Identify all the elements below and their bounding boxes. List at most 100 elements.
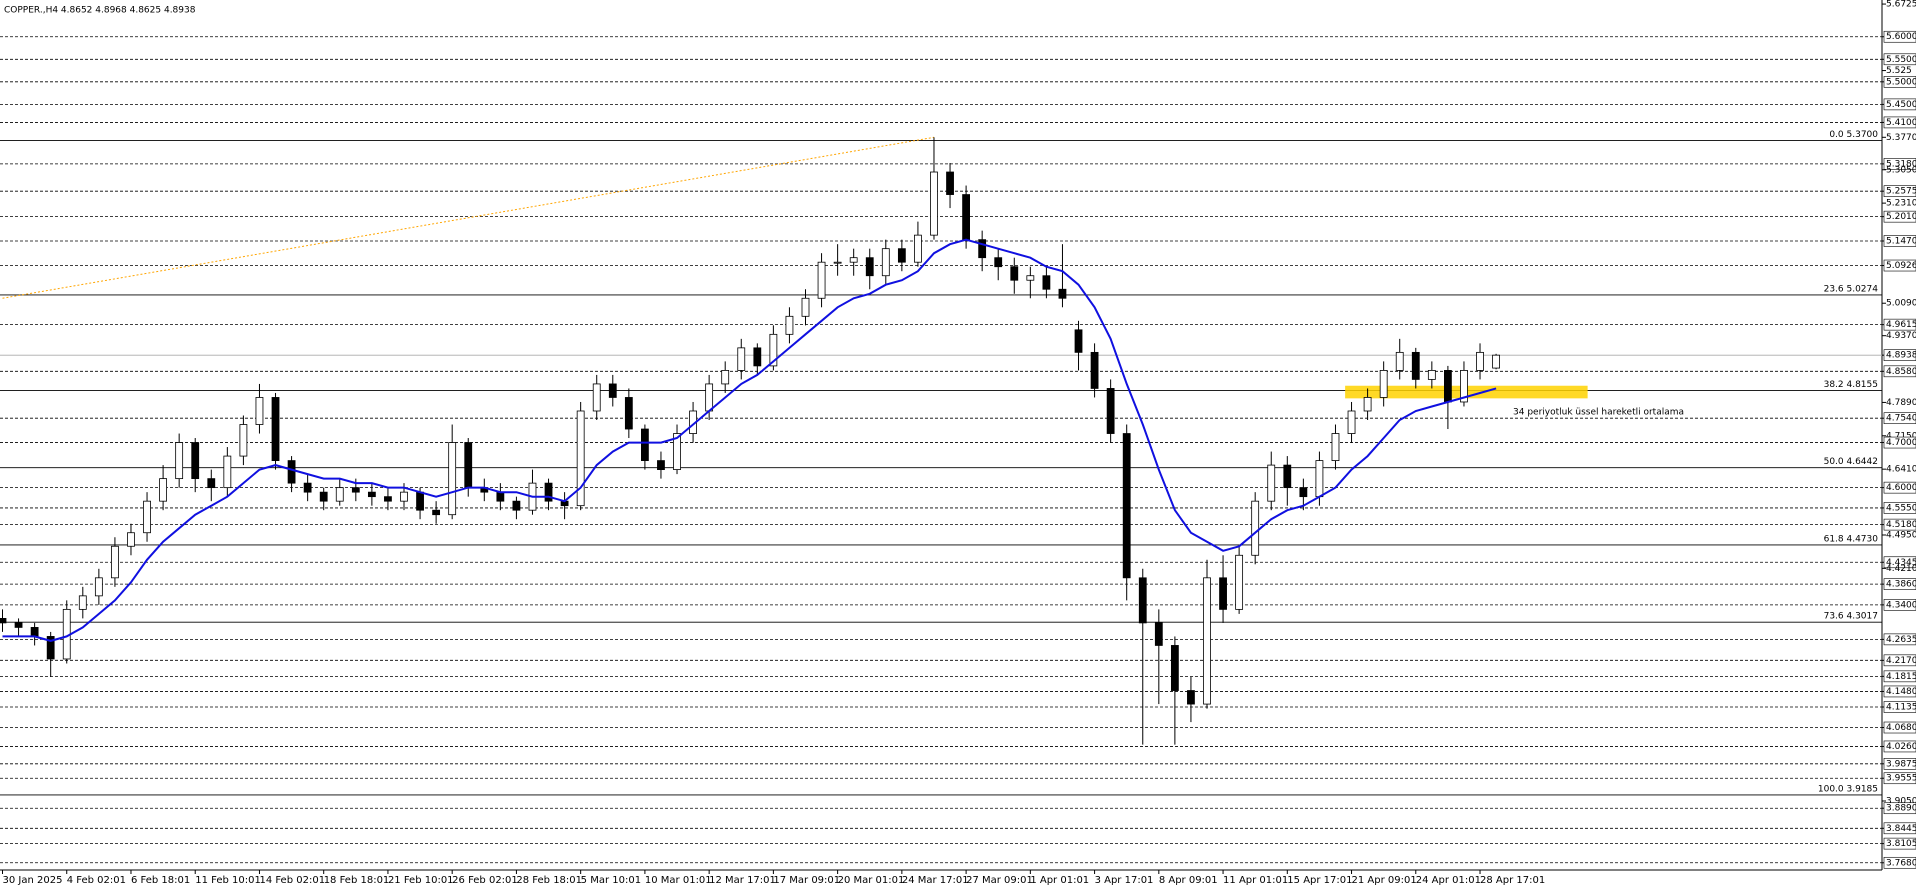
candle-body bbox=[1235, 554, 1244, 610]
candle-body bbox=[1122, 433, 1131, 579]
candle-body bbox=[432, 509, 441, 516]
candle-body bbox=[1411, 351, 1420, 380]
y-tick-label: 4.9615 bbox=[1886, 320, 1916, 330]
candle-body bbox=[94, 577, 103, 597]
y-tick-label: 5.4100 bbox=[1886, 118, 1916, 128]
y-tick-label: 4.7540 bbox=[1886, 414, 1916, 424]
candle-body bbox=[287, 460, 296, 484]
candle-body bbox=[1106, 388, 1115, 434]
candle-body bbox=[111, 545, 119, 579]
y-tick-label: 4.7150 bbox=[1886, 431, 1916, 441]
ema-line bbox=[2, 238, 1497, 642]
candle-body bbox=[30, 627, 39, 637]
candle-body bbox=[1042, 275, 1051, 290]
candle-body bbox=[512, 500, 521, 511]
y-tick-box bbox=[1883, 837, 1916, 850]
y-tick-label: 5.5000 bbox=[1886, 77, 1916, 87]
y-tick-label: 3.9050 bbox=[1886, 797, 1916, 807]
y-tick-box bbox=[1883, 318, 1916, 331]
candle-body bbox=[962, 194, 970, 241]
y-tick-label: 3.9875 bbox=[1886, 759, 1916, 769]
candle-body bbox=[255, 397, 264, 425]
x-tick-label: 10 Mar 01:01 bbox=[645, 875, 712, 886]
y-tick-box bbox=[1883, 670, 1916, 683]
y-tick-box bbox=[1883, 578, 1916, 590]
y-tick-box bbox=[1883, 772, 1916, 785]
candle-body bbox=[78, 595, 87, 610]
candle-body bbox=[1154, 622, 1163, 646]
candle-body bbox=[946, 171, 954, 195]
candle-body bbox=[1170, 645, 1179, 691]
y-tick-box bbox=[1883, 599, 1916, 611]
candle-body bbox=[544, 482, 553, 502]
y-tick-label: 3.7680 bbox=[1886, 858, 1916, 868]
candle-body bbox=[753, 347, 762, 367]
y-tick-box bbox=[1883, 701, 1916, 713]
candle-body bbox=[624, 397, 633, 430]
y-tick-label: 5.0926 bbox=[1886, 261, 1916, 271]
y-tick-label: 5.4500 bbox=[1886, 100, 1916, 110]
y-tick-box bbox=[1883, 365, 1916, 378]
candle-body bbox=[464, 442, 473, 489]
candle-body bbox=[1315, 460, 1324, 498]
y-tick-label: 5.3180 bbox=[1886, 159, 1916, 169]
y-tick-box bbox=[1883, 412, 1916, 425]
x-tick-label: 27 Mar 09:01 bbox=[966, 875, 1033, 886]
candle-body bbox=[1058, 288, 1067, 299]
candle-body bbox=[496, 491, 505, 502]
y-tick-box bbox=[1883, 30, 1916, 43]
candle-body bbox=[1267, 464, 1276, 502]
candle-body bbox=[849, 257, 858, 263]
candle-body bbox=[592, 383, 601, 412]
candle-body bbox=[1395, 351, 1404, 371]
y-tick-label: 4.0260 bbox=[1886, 742, 1916, 752]
y-tick-box bbox=[1883, 822, 1916, 835]
candle-body bbox=[721, 370, 730, 385]
candle-body bbox=[207, 478, 216, 489]
candle-body bbox=[1010, 266, 1019, 281]
x-tick-label: 8 Apr 09:01 bbox=[1159, 875, 1218, 886]
y-tick-box bbox=[1883, 556, 1916, 569]
y-tick-label: 5.1470 bbox=[1886, 237, 1916, 247]
candle-body bbox=[705, 383, 714, 412]
x-tick-label: 15 Apr 17:01 bbox=[1287, 875, 1352, 886]
candle-body bbox=[319, 491, 328, 502]
x-tick-label: 18 Feb 18:01 bbox=[324, 875, 390, 886]
y-tick-box bbox=[1883, 158, 1916, 170]
annotation: 34 periyotluk üssel hareketli ortalama bbox=[1513, 408, 1684, 418]
y-tick-label: 4.7890 bbox=[1886, 398, 1916, 408]
candle-body bbox=[1187, 690, 1195, 705]
candle-body bbox=[1347, 410, 1356, 434]
y-tick-box bbox=[1883, 502, 1916, 514]
y-tick-box bbox=[1883, 116, 1916, 129]
candle-body bbox=[271, 397, 280, 461]
x-tick-label: 17 Mar 09:01 bbox=[773, 875, 840, 886]
levels bbox=[0, 36, 1882, 864]
candle-body bbox=[416, 491, 424, 511]
y-tick-box bbox=[1883, 518, 1916, 531]
fib-label: 38.2 4.8155 bbox=[1824, 380, 1878, 390]
y-tick-label: 4.3860 bbox=[1886, 580, 1916, 590]
candle-body bbox=[914, 234, 922, 263]
candle-body bbox=[400, 491, 408, 502]
candle-body bbox=[978, 239, 987, 259]
y-tick-box bbox=[1883, 721, 1916, 734]
y-tick-box bbox=[1883, 654, 1916, 667]
candle-body bbox=[930, 171, 938, 236]
y-tick-label: 3.8445 bbox=[1886, 824, 1916, 834]
candle-body bbox=[143, 500, 151, 534]
candle-body bbox=[881, 248, 890, 277]
y-tick-label: 5.0090 bbox=[1886, 299, 1916, 309]
y-tick-label: 5.525 bbox=[1886, 66, 1912, 76]
x-tick-label: 21 Feb 10:01 bbox=[388, 875, 454, 886]
x-tick-label: 12 Mar 17:01 bbox=[709, 875, 776, 886]
y-tick-box bbox=[1883, 740, 1916, 753]
candle-body bbox=[865, 257, 874, 277]
candle-body bbox=[1331, 433, 1340, 461]
candle-body bbox=[191, 442, 200, 480]
y-tick-label: 5.2010 bbox=[1886, 212, 1916, 222]
x-tick-label: 24 Mar 17:01 bbox=[902, 875, 969, 886]
y-tick-label: 5.5500 bbox=[1886, 55, 1916, 65]
y-tick-label: 4.0680 bbox=[1886, 723, 1916, 733]
candle-body bbox=[897, 248, 906, 263]
